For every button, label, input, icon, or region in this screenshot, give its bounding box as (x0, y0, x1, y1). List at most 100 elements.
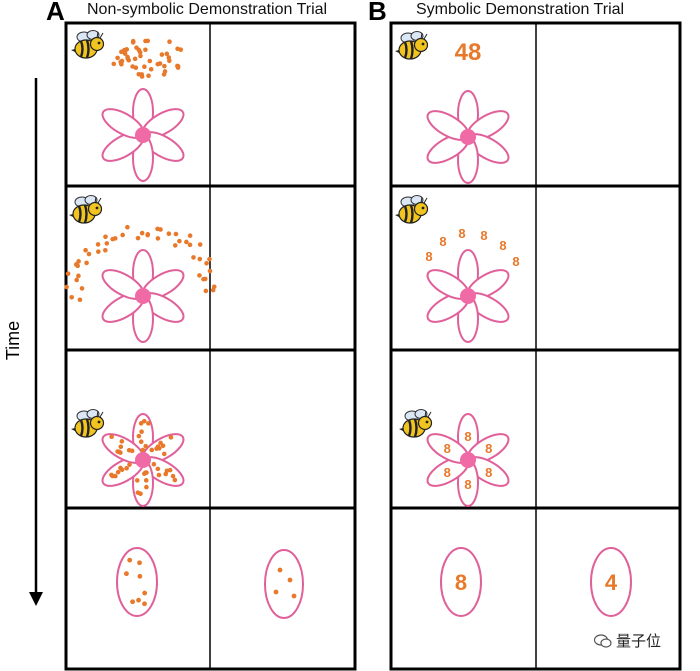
dot (149, 447, 155, 453)
panel-letter-a: A (46, 0, 65, 26)
dot (151, 461, 157, 467)
dot (142, 590, 148, 596)
digit-label: 8 (480, 228, 487, 243)
choice-dots-4 (273, 567, 297, 599)
dot (138, 421, 144, 426)
dot (166, 55, 172, 60)
bee-icon (393, 30, 429, 61)
watermark-text: 量子位 (616, 632, 662, 650)
dot (155, 236, 161, 241)
dot (133, 65, 139, 71)
dot (115, 469, 121, 475)
choice-oval (440, 547, 482, 617)
dot (109, 434, 114, 439)
dot (76, 259, 81, 264)
dot (154, 446, 159, 451)
dot (187, 242, 193, 248)
dot (116, 449, 122, 455)
dot (167, 39, 172, 45)
dot (143, 478, 149, 483)
digit-label: 8 (425, 249, 432, 264)
wechat-icon (594, 633, 612, 648)
dot (207, 268, 213, 274)
numeral-48: 48 (455, 39, 482, 66)
dot (76, 273, 81, 279)
dot (119, 58, 125, 64)
dot (155, 61, 161, 67)
flower-icon (422, 249, 514, 343)
dot (210, 287, 216, 293)
dot (172, 243, 178, 248)
digit-label: 8 (439, 234, 446, 249)
dot (170, 473, 176, 479)
dot (139, 230, 145, 236)
dot (122, 51, 128, 56)
digit-label: 8 (464, 429, 471, 444)
dot (147, 58, 153, 64)
choice-numeral-4: 4 (605, 570, 618, 595)
dot (148, 66, 154, 72)
dot (130, 38, 136, 44)
digit-label: 8 (444, 441, 451, 456)
digit-label: 8 (485, 441, 492, 456)
dot (175, 65, 181, 70)
dot (138, 439, 144, 445)
dot (127, 462, 132, 467)
dot (197, 256, 203, 262)
dot (146, 421, 151, 426)
dot (156, 472, 162, 478)
dot (136, 433, 142, 439)
dot (136, 597, 141, 603)
dot (83, 247, 88, 253)
dot (84, 260, 89, 266)
dot (86, 251, 92, 257)
dot (146, 73, 151, 79)
dot (69, 294, 75, 300)
digit-arc: 888 888 (425, 226, 519, 269)
dot (177, 238, 182, 244)
dot (167, 467, 173, 473)
panel-a-grid (64, 21, 357, 671)
dot (162, 63, 167, 69)
dot (191, 255, 196, 260)
dot (164, 51, 170, 57)
dot (184, 239, 189, 245)
dot (204, 260, 209, 266)
dot (124, 571, 129, 577)
dot (158, 440, 163, 446)
dot (143, 38, 148, 44)
dot (162, 69, 168, 74)
dot (104, 241, 110, 246)
flower-icon (97, 413, 189, 507)
flower-icon (97, 249, 189, 343)
dot (173, 231, 179, 237)
dot (187, 233, 193, 238)
panel-title-b: Symbolic Demonstration Trial (416, 1, 625, 18)
choice-numeral-8: 8 (455, 570, 467, 595)
dot (144, 484, 149, 490)
dot (95, 242, 101, 247)
choice-oval (590, 547, 632, 617)
dot (130, 599, 135, 605)
dot (119, 439, 125, 444)
panel-b-grid (389, 21, 682, 671)
dot (115, 55, 120, 61)
choice-oval (116, 547, 158, 617)
dot (158, 227, 163, 232)
bee-icon (69, 408, 105, 439)
bee-icon (67, 194, 103, 225)
dot (145, 232, 151, 237)
dot (143, 470, 148, 475)
digit-label: 8 (512, 254, 519, 269)
dot (111, 61, 117, 67)
bee-icon (397, 408, 433, 439)
dot (142, 64, 147, 69)
dot (197, 242, 203, 247)
dot (143, 443, 149, 449)
panel-letter-b: B (368, 0, 387, 26)
dot (137, 560, 142, 566)
bee-icon (393, 194, 429, 225)
flower-icon (422, 90, 514, 184)
dot (110, 473, 115, 479)
time-axis-label: Time (3, 320, 24, 361)
